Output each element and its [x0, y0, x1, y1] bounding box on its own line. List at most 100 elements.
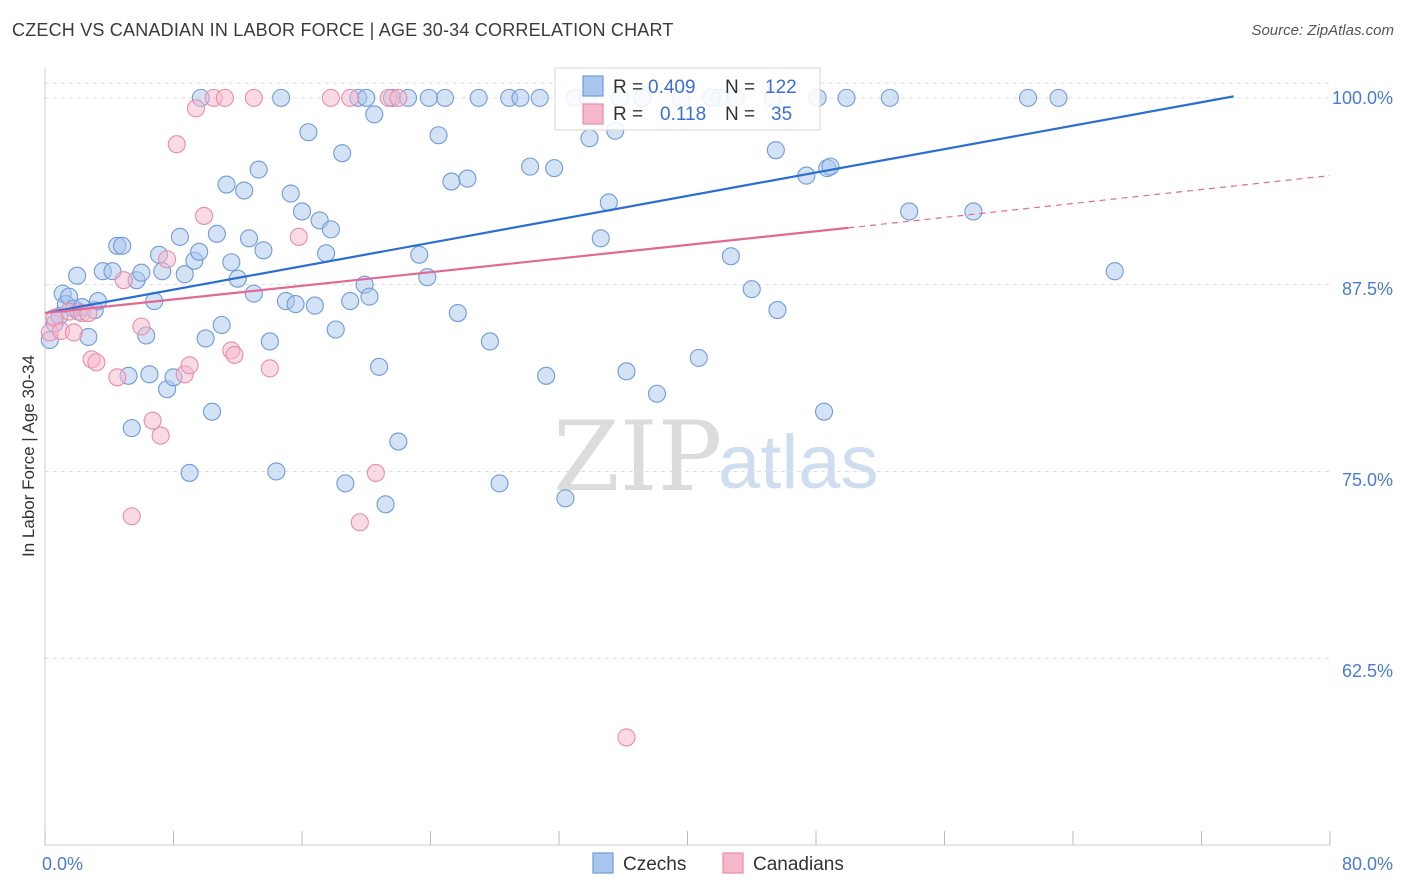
czech-point-86 [556, 489, 575, 508]
canadian-point-14 [151, 426, 170, 445]
y-tick-label-62-5: 62.5% [1342, 661, 1393, 681]
czech-point-16 [113, 236, 132, 255]
canadian-point-27 [289, 227, 308, 246]
czech-point-36 [212, 315, 231, 335]
canadian-point-15 [158, 250, 177, 269]
legend-czechs-label: Czechs [623, 854, 686, 875]
canadian-n-label: N = [725, 104, 755, 125]
czech-point-9 [68, 266, 87, 285]
czech-point-77 [469, 88, 488, 107]
y-tick-label-75: 75.0% [1342, 470, 1393, 490]
czech-point-90 [591, 229, 610, 248]
canadian-n-value: 35 [771, 104, 792, 125]
x-tick-label-min: 0.0% [42, 854, 83, 874]
czech-point-41 [239, 229, 259, 248]
czech-point-121 [357, 88, 376, 107]
czech-point-85 [545, 159, 564, 178]
czech-point-102 [768, 301, 787, 320]
watermark-atlas: atlas [718, 420, 879, 505]
czech-point-74 [442, 172, 461, 191]
czech-point-89 [580, 129, 599, 148]
czech-point-100 [742, 280, 761, 299]
canadian-point-9 [108, 368, 127, 387]
czech-r-value: 0.409 [648, 77, 696, 98]
legend-canadians-label: Canadians [753, 854, 844, 875]
canadian-point-8 [87, 353, 106, 372]
czech-point-52 [299, 123, 318, 142]
czech-point-79 [490, 474, 509, 493]
czech-point-81 [511, 88, 530, 107]
y-tick-labels: 62.5% 75.0% 87.5% 100.0% [1332, 88, 1393, 681]
canadian-point-34 [389, 88, 408, 107]
czech-point-70 [410, 245, 429, 264]
czech-point-72 [429, 126, 448, 145]
czech-point-29 [175, 265, 194, 284]
czech-point-45 [260, 332, 279, 351]
canadian-point-4 [64, 323, 83, 342]
canadian-point-18 [180, 356, 199, 375]
legend-czechs-swatch [592, 852, 614, 874]
czech-point-65 [370, 357, 389, 376]
czech-point-82 [521, 157, 540, 176]
stats-legend-box: R = 0.409 N = 122 R = 0.118 N = 35 [554, 67, 821, 131]
canadian-r-value: 0.118 [660, 104, 706, 125]
czech-point-83 [530, 88, 549, 107]
czech-point-112 [1018, 88, 1038, 107]
czech-point-40 [235, 181, 254, 200]
canadian-point-22 [215, 88, 234, 107]
czech-swatch [582, 75, 604, 97]
czech-point-53 [305, 296, 324, 315]
czech-point-55 [317, 244, 336, 263]
x-tick-label-max: 80.0% [1342, 854, 1393, 874]
canadian-point-10 [114, 271, 133, 290]
source-label: Source: ZipAtlas.com [1251, 22, 1394, 39]
czech-point-76 [458, 169, 477, 188]
czech-point-50 [286, 295, 305, 314]
czech-n-value: 122 [765, 77, 797, 98]
czech-point-97 [689, 348, 708, 367]
czech-point-38 [222, 253, 241, 272]
czech-point-66 [376, 495, 395, 514]
canadian-point-33 [617, 728, 636, 747]
y-tick-label-100: 100.0% [1332, 88, 1393, 108]
czech-n-label: N = [725, 77, 755, 98]
canadian-point-12 [132, 317, 151, 336]
czech-point-20 [132, 263, 151, 282]
czech-point-60 [341, 292, 360, 311]
legend-canadians-swatch [722, 852, 744, 874]
canadian-point-19 [186, 99, 206, 118]
canadian-point-16 [167, 135, 186, 154]
czech-point-58 [333, 144, 352, 163]
czech-point-64 [365, 105, 384, 124]
canadian-point-31 [366, 463, 385, 482]
czech-point-35 [207, 224, 226, 243]
canadian-trend-extension [848, 174, 1331, 229]
czech-point-114 [1105, 262, 1124, 281]
czech-point-34 [203, 402, 222, 421]
czech-point-110 [900, 202, 919, 221]
watermark-zip: ZIP [553, 401, 722, 513]
czech-point-42 [244, 284, 263, 303]
bottom-legend: Czechs Canadians [592, 852, 844, 875]
canadian-trend-line [44, 226, 849, 315]
canadian-point-29 [341, 88, 360, 107]
x-ticks [44, 831, 1331, 845]
czech-point-75 [448, 304, 467, 323]
czech-point-108 [837, 88, 856, 107]
czech-r-label: R = [613, 77, 643, 98]
czech-point-37 [217, 175, 236, 194]
gridlines [45, 82, 1330, 659]
czech-point-84 [537, 366, 556, 385]
czech-point-49 [281, 184, 300, 203]
czech-point-56 [321, 220, 340, 239]
czech-point-30 [180, 463, 199, 482]
canadian-point-25 [244, 88, 263, 107]
czech-point-109 [880, 88, 899, 107]
czech-point-68 [389, 432, 408, 451]
czech-point-32 [190, 242, 209, 261]
czech-point-51 [292, 202, 312, 221]
canadian-point-24 [225, 345, 244, 364]
czech-point-47 [272, 88, 291, 107]
czech-point-73 [435, 88, 455, 107]
